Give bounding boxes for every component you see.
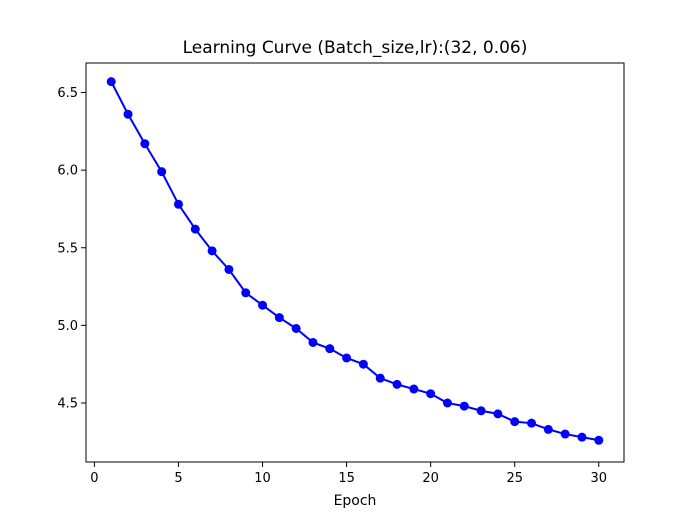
y-tick-label: 4.5 xyxy=(57,397,78,412)
data-point xyxy=(577,432,587,442)
plot-frame xyxy=(85,62,625,463)
data-point xyxy=(392,379,402,389)
data-point xyxy=(375,373,385,383)
data-point xyxy=(560,429,570,439)
x-tick-label: 15 xyxy=(338,471,355,486)
data-point xyxy=(291,323,301,333)
data-point xyxy=(493,409,503,419)
data-point xyxy=(543,424,553,434)
data-point xyxy=(173,199,183,209)
data-point xyxy=(190,224,200,234)
data-point xyxy=(476,406,486,416)
data-point xyxy=(308,337,318,347)
data-point xyxy=(325,344,335,354)
data-point xyxy=(123,109,133,119)
x-axis-ticks: 0 5 10 15 20 25 30 xyxy=(90,462,607,486)
y-tick-label: 5.0 xyxy=(57,319,78,334)
y-tick-label: 5.5 xyxy=(57,241,78,256)
x-tick-label: 20 xyxy=(422,471,439,486)
data-point xyxy=(224,264,234,274)
series-group xyxy=(106,77,604,445)
data-point xyxy=(510,417,520,427)
data-point xyxy=(157,167,167,177)
x-tick-label: 25 xyxy=(506,471,523,486)
data-point xyxy=(527,418,537,428)
data-point xyxy=(426,389,436,399)
x-axis-label: Epoch xyxy=(334,493,377,509)
data-point xyxy=(258,300,268,310)
y-axis-ticks: 4.5 5.0 5.5 6.0 6.5 xyxy=(57,86,86,412)
data-point xyxy=(358,359,368,369)
data-point xyxy=(274,313,284,323)
x-tick-label: 10 xyxy=(254,471,271,486)
y-tick-label: 6.0 xyxy=(57,164,78,179)
chart-title: Learning Curve (Batch_size,lr):(32, 0.06… xyxy=(183,38,528,58)
data-point xyxy=(594,435,604,445)
x-tick-label: 30 xyxy=(591,471,608,486)
data-point xyxy=(442,398,452,408)
series-line xyxy=(110,81,599,442)
data-point xyxy=(409,384,419,394)
data-point xyxy=(241,288,251,298)
x-tick-label: 0 xyxy=(90,471,98,486)
data-point xyxy=(140,139,150,149)
y-tick-label: 6.5 xyxy=(57,86,78,101)
data-point xyxy=(342,353,352,363)
x-tick-label: 5 xyxy=(174,471,182,486)
data-point xyxy=(106,77,116,87)
data-point xyxy=(459,401,469,411)
data-point xyxy=(207,246,217,256)
